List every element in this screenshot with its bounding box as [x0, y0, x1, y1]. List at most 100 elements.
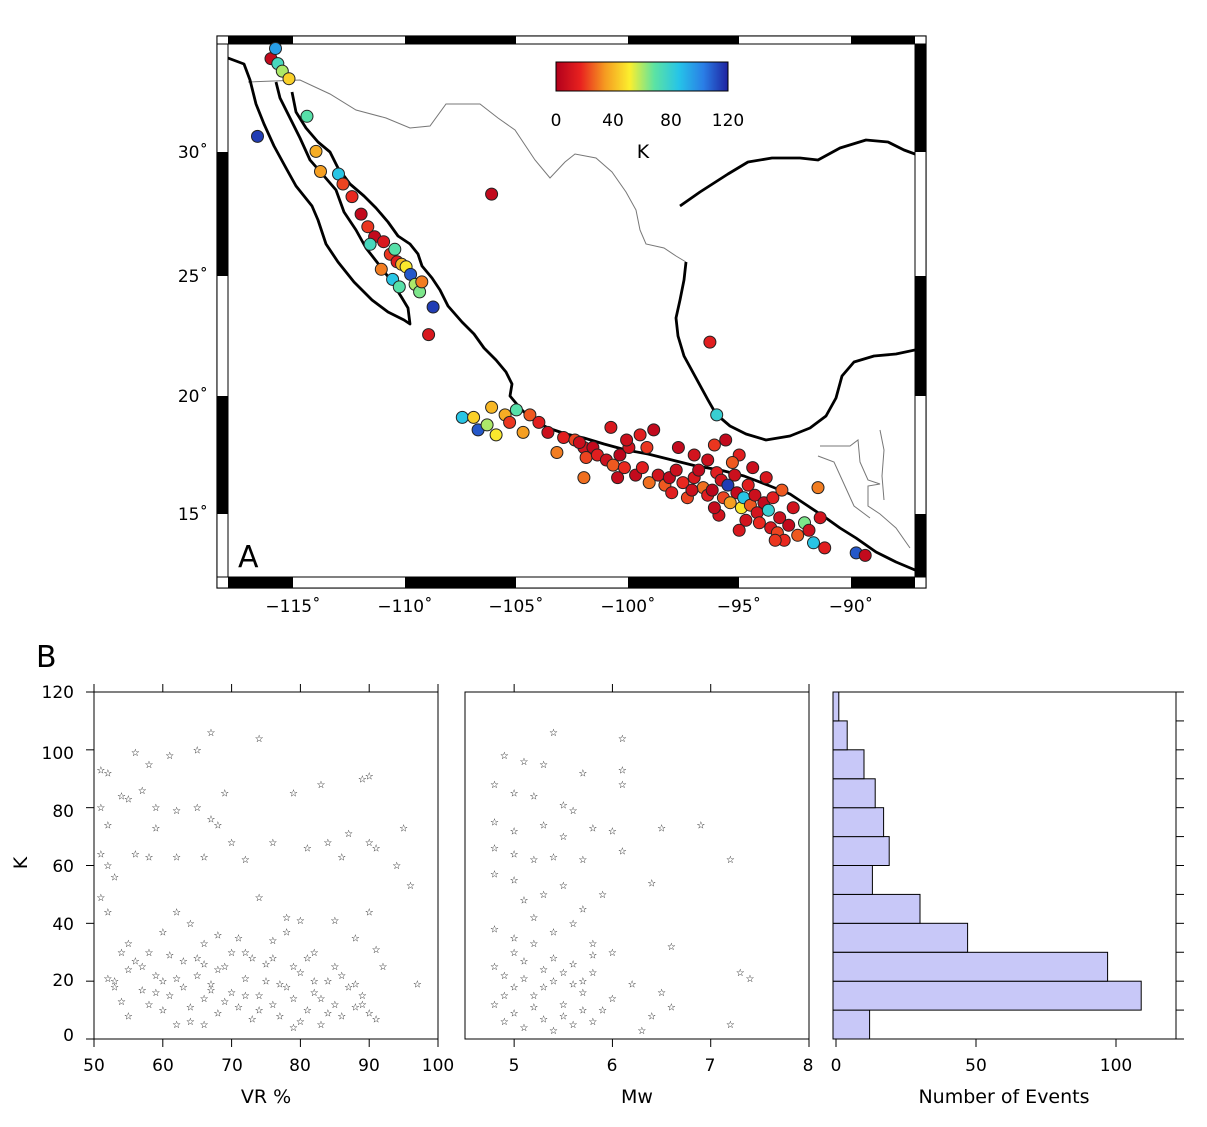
vr-point: ☆: [358, 774, 367, 785]
us-mexico-border: [247, 79, 687, 263]
mw-point: ☆: [618, 734, 627, 745]
vr-point: ☆: [262, 977, 271, 988]
vr-point: ☆: [323, 977, 332, 988]
mw-point: ☆: [549, 954, 558, 965]
mw-point: ☆: [588, 951, 597, 962]
vr-point: ☆: [289, 962, 298, 973]
vr-point: ☆: [227, 838, 236, 849]
vr-point: ☆: [248, 1014, 257, 1025]
vr-point: ☆: [344, 983, 353, 994]
vr-point: ☆: [207, 815, 216, 826]
vr-point: ☆: [310, 948, 319, 959]
colorbar-gradient: [555, 61, 729, 92]
event-marker: [640, 441, 654, 454]
mw-point: ☆: [559, 1000, 568, 1011]
vr-point: ☆: [337, 1011, 346, 1022]
event-marker: [766, 491, 780, 505]
vr-axis-ticks: [86, 684, 439, 1047]
vr-point: ☆: [262, 959, 271, 970]
event-marker: [858, 548, 872, 562]
mw-point: ☆: [647, 878, 656, 889]
vr-point: ☆: [303, 954, 312, 965]
mw-point: ☆: [628, 980, 637, 991]
event-marker: [426, 300, 440, 314]
histogram-bar: [832, 865, 873, 895]
mw-point: ☆: [510, 789, 519, 800]
mw-point: ☆: [500, 1017, 509, 1028]
histogram-bar: [832, 749, 865, 780]
vr-point: ☆: [110, 977, 119, 988]
mw-point: ☆: [490, 925, 499, 936]
vr-point: ☆: [268, 1000, 277, 1011]
mw-point: ☆: [529, 913, 538, 924]
vr-tick-90: 90: [358, 1056, 380, 1076]
vr-point: ☆: [165, 951, 174, 962]
vr-scatter-panel: ☆ ☆ ☆ ☆ ☆ ☆ ☆ ☆ ☆ ☆ ☆ ☆ ☆ ☆ ☆ ☆ ☆ ☆ ☆ ☆ ☆ ☆ ☆ ☆ ☆ ☆ ☆ ☆ ☆ ☆ ☆ ☆ ☆ ☆ ☆ ☆ ☆ ☆ ☆ ☆…: [83, 684, 454, 1108]
mw-point: ☆: [667, 1003, 676, 1014]
mw-point: ☆: [490, 818, 499, 829]
event-marker: [707, 438, 721, 452]
vr-point: ☆: [172, 974, 181, 985]
event-marker: [633, 428, 647, 442]
event-marker: [300, 109, 314, 123]
vr-point: ☆: [96, 766, 105, 777]
mw-scatter-panel: ☆ ☆ ☆ ☆ ☆ ☆ ☆ ☆ ☆ ☆ ☆ ☆ ☆ ☆ ☆ ☆ ☆ ☆ ☆ ☆ ☆ ☆ ☆ ☆ ☆ ☆ ☆ ☆ ☆ ☆ ☆ ☆ ☆ ☆ ☆ ☆ ☆ ☆ ☆ ☆…: [464, 684, 813, 1108]
vr-point: ☆: [275, 980, 284, 991]
mw-point: ☆: [657, 988, 666, 999]
gulf-coast: [674, 261, 915, 442]
vr-point: ☆: [344, 829, 353, 840]
histogram-bar: [832, 980, 1142, 1011]
mw-point: ☆: [608, 994, 617, 1005]
mw-point: ☆: [608, 948, 617, 959]
mw-point: ☆: [510, 849, 519, 860]
vr-point: ☆: [248, 954, 257, 965]
event-marker: [707, 501, 721, 515]
cuba-coast: [679, 138, 915, 208]
event-marker: [746, 461, 760, 475]
vr-point: ☆: [200, 994, 209, 1005]
vr-point: ☆: [317, 1020, 326, 1031]
lat-tick-20: 20˚: [178, 386, 208, 407]
vr-point: ☆: [172, 907, 181, 918]
mw-tick-5: 5: [509, 1056, 520, 1076]
mw-point: ☆: [569, 959, 578, 970]
mw-point: ☆: [588, 939, 597, 950]
event-marker: [705, 483, 719, 497]
mw-point: ☆: [520, 757, 529, 768]
vr-point: ☆: [172, 806, 181, 817]
mw-point: ☆: [549, 977, 558, 988]
vr-point: ☆: [241, 991, 250, 1002]
event-marker: [467, 410, 481, 424]
vr-plot-frame: [93, 691, 439, 1040]
lat-tick-25: 25˚: [178, 266, 208, 287]
event-marker: [354, 207, 368, 221]
event-marker: [642, 476, 656, 490]
event-marker: [791, 528, 805, 542]
lon-tick-90: −90˚: [829, 596, 873, 617]
vr-point: ☆: [330, 916, 339, 927]
vr-point: ☆: [200, 939, 209, 950]
vr-point: ☆: [372, 844, 381, 855]
event-marker: [748, 488, 762, 502]
event-marker: [723, 496, 737, 510]
vr-point: ☆: [193, 971, 202, 982]
k-tick-40: 40: [52, 915, 74, 935]
mw-point: ☆: [696, 821, 705, 832]
mw-point: ☆: [598, 1006, 607, 1017]
hist-tick-50: 50: [965, 1056, 987, 1076]
event-marker: [768, 533, 782, 547]
vr-point: ☆: [103, 907, 112, 918]
k-tick-20: 20: [52, 971, 74, 991]
vr-point: ☆: [200, 852, 209, 863]
vr-point: ☆: [151, 988, 160, 999]
mw-point: ☆: [726, 1020, 735, 1031]
mw-point: ☆: [588, 968, 597, 979]
event-marker: [665, 486, 679, 500]
vr-point: ☆: [124, 965, 133, 976]
event-marker: [480, 418, 494, 432]
vr-point: ☆: [186, 919, 195, 930]
vr-point: ☆: [372, 945, 381, 956]
vr-point: ☆: [207, 985, 216, 996]
mw-point: ☆: [539, 890, 548, 901]
